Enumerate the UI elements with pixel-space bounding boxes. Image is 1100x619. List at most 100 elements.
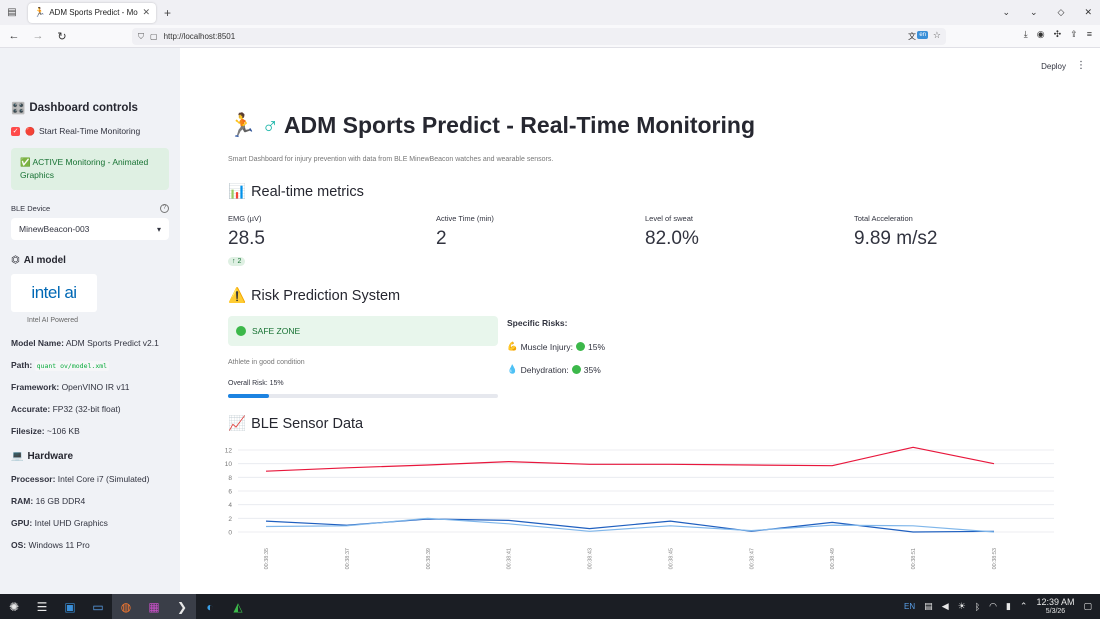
info-row: OS: Windows 11 Pro xyxy=(11,540,169,550)
arrow-up-icon: ↑ xyxy=(232,258,236,265)
x-tick-label: 00:38:39 xyxy=(426,548,432,569)
info-key: Accurate: xyxy=(11,404,51,414)
metric-active-time: Active Time (min) 2 xyxy=(436,214,494,250)
tab-list-icon[interactable]: ▤ xyxy=(7,7,17,18)
check-mark-icon: ✅ xyxy=(20,157,31,167)
deploy-button[interactable]: Deploy xyxy=(1041,62,1066,71)
back-icon[interactable]: ← xyxy=(8,30,20,42)
more-options-icon[interactable]: ⋮ xyxy=(1076,60,1086,71)
firefox-icon[interactable]: ◍ xyxy=(112,594,140,619)
battery-icon[interactable]: ▮ xyxy=(1005,601,1011,611)
metric-value: 82.0% xyxy=(645,228,699,249)
taskbar: ✺ ☰ ▣ ▭ ◍ ▦ ❯ ◐ ◭ EN ▤ ◀ ☀ ᛒ ◠ ▮ ⌃ 12:39… xyxy=(0,594,1100,619)
extensions-icon[interactable]: ✣ xyxy=(1053,29,1062,39)
laptop-icon: 💻 xyxy=(11,451,24,462)
store-icon[interactable]: ▣ xyxy=(64,599,76,614)
info-key: Processor: xyxy=(11,474,56,484)
volume-icon[interactable]: ◀ xyxy=(941,601,949,611)
url-bar[interactable]: ⛉ ▢ http://localhost:8501 文 en ☆ xyxy=(132,28,946,45)
tray-expand-icon[interactable]: ⌃ xyxy=(1019,601,1028,611)
info-key: Framework: xyxy=(11,382,60,392)
info-value: Intel UHD Graphics xyxy=(34,518,108,528)
droplet-icon: 💧 xyxy=(507,364,518,374)
risk-heading: ⚠️ Risk Prediction System xyxy=(228,287,401,305)
info-row: GPU: Intel UHD Graphics xyxy=(11,518,169,528)
control-knobs-icon: 🎛️ xyxy=(11,103,26,115)
male-sign-icon: ♂ xyxy=(261,112,279,138)
new-tab-icon[interactable]: + xyxy=(164,5,172,20)
chevron-down-icon[interactable]: ⌄ xyxy=(1002,7,1010,17)
download-icon[interactable]: ⤓ xyxy=(1023,29,1028,39)
x-tick-label: 00:38:37 xyxy=(345,548,351,569)
browser-nav-bar: ← → ↻ ⛉ ▢ http://localhost:8501 文 en ☆ ⤓… xyxy=(0,25,1100,48)
clipboard-icon[interactable]: ▤ xyxy=(924,601,933,611)
monitoring-checkbox-label: Start Real-Time Monitoring xyxy=(38,126,141,136)
clock-time: 12:39 AM xyxy=(1036,596,1075,607)
info-value: ~106 KB xyxy=(46,426,80,436)
info-row: Processor: Intel Core i7 (Simulated) xyxy=(11,474,169,484)
clock-date: 5/3/26 xyxy=(1045,607,1066,615)
ble-sensor-chart[interactable]: 0 2 4 6 8 10 12 00:38:35 00:38:37 00:38:39 00:38:4… xyxy=(218,442,1058,592)
checkbox-checked-icon[interactable]: ✓ xyxy=(11,126,20,136)
controls-heading: 🎛️ Dashboard controls xyxy=(11,102,138,115)
metric-sweat: Level of sweat 82.0% xyxy=(645,214,699,250)
safe-zone-alert: SAFE ZONE xyxy=(228,316,498,346)
page-icon: ▢ xyxy=(150,32,158,41)
close-window-icon[interactable]: ✕ xyxy=(1084,7,1092,17)
athlete-status: Athlete in good condition xyxy=(228,359,305,366)
monitoring-checkbox-row[interactable]: ✓ 🔴 Start Real-Time Monitoring xyxy=(11,126,169,136)
forward-icon[interactable]: → xyxy=(32,30,44,42)
ble-device-label-row: BLE Device ? xyxy=(11,204,169,213)
y-tick-label: 4 xyxy=(228,502,232,509)
bluetooth-icon[interactable]: ᛒ xyxy=(974,601,981,612)
menu-icon[interactable]: ≡ xyxy=(1086,29,1092,39)
ble-device-label: BLE Device xyxy=(11,204,51,213)
launcher-icon[interactable]: ✺ xyxy=(8,599,20,614)
kde-connect-icon[interactable]: ◐ xyxy=(206,599,214,614)
brightness-icon[interactable]: ☀ xyxy=(957,601,966,611)
terminal-icon[interactable]: ❯ xyxy=(168,594,196,619)
wifi-icon[interactable]: ◠ xyxy=(989,601,997,611)
minimize-icon[interactable]: ⌄ xyxy=(1029,7,1038,17)
info-value: OpenVINO IR v11 xyxy=(61,382,130,392)
active-monitoring-text: ACTIVE Monitoring - Animated Graphics xyxy=(20,157,149,180)
risk-dehydration: 💧 Dehydration: 35% xyxy=(507,364,601,375)
metric-delta: ↑ 2 xyxy=(228,257,246,266)
x-tick-label: 00:38:35 xyxy=(264,548,270,569)
maximize-icon[interactable]: ◇ xyxy=(1057,7,1065,17)
account-icon[interactable]: ◉ xyxy=(1036,29,1045,39)
hardware-heading: 💻 Hardware xyxy=(11,451,74,462)
show-desktop-icon[interactable]: ▢ xyxy=(1083,601,1092,611)
info-row: Filesize: ~106 KB xyxy=(11,426,169,436)
system-monitor-icon[interactable]: ◭ xyxy=(233,599,243,614)
metric-acceleration: Total Acceleration 9.89 m/s2 xyxy=(854,214,937,250)
logo-caption: Intel AI Powered xyxy=(27,317,78,324)
language-indicator[interactable]: EN xyxy=(904,602,916,611)
screenshot-app-icon[interactable]: ▦ xyxy=(140,594,168,619)
translate-icon[interactable]: 文 xyxy=(908,32,916,41)
browser-tab[interactable]: 🏃 ADM Sports Predict - Monit ✕ xyxy=(28,2,156,23)
help-icon[interactable]: ? xyxy=(160,204,169,213)
info-row: Model Name: ADM Sports Predict v2.1 xyxy=(11,338,169,348)
clock[interactable]: 12:39 AM 5/3/26 xyxy=(1036,596,1075,616)
info-value: Windows 11 Pro xyxy=(28,540,90,550)
metric-value: 2 xyxy=(436,228,447,249)
settings-sliders-icon[interactable]: ☰ xyxy=(36,599,48,614)
x-tick-label: 00:38:53 xyxy=(992,548,998,569)
ble-device-value: MinewBeacon-003 xyxy=(19,224,90,234)
tab-title: ADM Sports Predict - Monit xyxy=(49,8,139,17)
x-tick-label: 00:38:49 xyxy=(830,548,836,569)
metric-label: EMG (µV) xyxy=(228,214,262,223)
share-icon[interactable]: ⇪ xyxy=(1070,29,1078,39)
folder-icon[interactable]: ▭ xyxy=(92,599,104,614)
info-key: RAM: xyxy=(11,496,34,506)
reload-icon[interactable]: ↻ xyxy=(57,30,67,43)
close-tab-icon[interactable]: ✕ xyxy=(142,7,150,17)
info-value: quant ov/model.xml xyxy=(34,361,110,371)
intel-ai-logo: intel ai xyxy=(11,274,97,312)
y-tick-label: 2 xyxy=(228,516,232,523)
overall-risk-label: Overall Risk: 15% xyxy=(228,380,284,387)
bookmark-star-icon[interactable]: ☆ xyxy=(932,30,941,40)
green-circle-icon xyxy=(236,326,246,336)
ble-device-select[interactable]: MinewBeacon-003 ▾ xyxy=(11,218,169,240)
